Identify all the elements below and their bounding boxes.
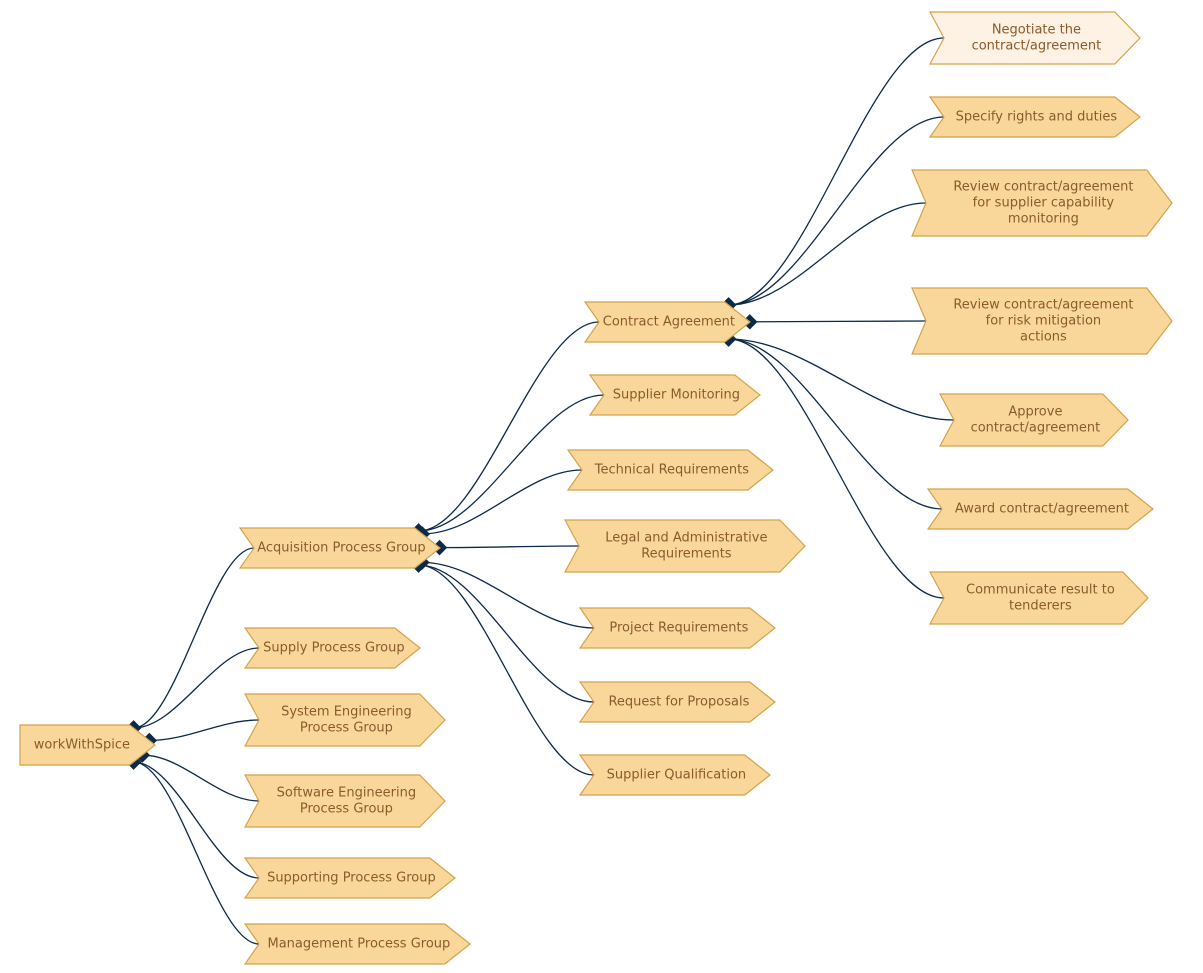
node-sup[interactable]: Supply Process Group (245, 628, 420, 668)
node-app[interactable]: Approvecontract/agreement (940, 394, 1128, 446)
node-sys[interactable]: System EngineeringProcess Group (245, 694, 445, 746)
node-mgmt[interactable]: Management Process Group (245, 924, 470, 964)
node-label: Supplier Monitoring (613, 388, 740, 403)
node-label: Award contract/agreement (955, 502, 1129, 517)
edge (729, 339, 942, 509)
node-sw[interactable]: Software EngineeringProcess Group (245, 775, 445, 827)
node-label: Technical Requirements (594, 463, 749, 478)
node-label: actions (1020, 330, 1067, 345)
node-root[interactable]: workWithSpice (20, 725, 155, 765)
node-spg[interactable]: Supporting Process Group (245, 858, 455, 898)
node-layer: workWithSpice Acquisition Process Group Su… (20, 12, 1172, 964)
node-label: workWithSpice (34, 738, 130, 753)
node-label: Specify rights and duties (956, 110, 1118, 125)
node-lar[interactable]: Legal and AdministrativeRequirements (565, 520, 805, 572)
node-label: Contract Agreement (603, 315, 735, 330)
node-label: System Engineering (281, 705, 412, 720)
node-rra[interactable]: Review contract/agreementfor risk mitiga… (912, 288, 1172, 354)
node-award[interactable]: Award contract/agreement (928, 489, 1153, 529)
node-label: for risk mitigation (986, 314, 1102, 329)
node-neg[interactable]: Negotiate thecontract/agreement (930, 12, 1140, 64)
node-label: Supply Process Group (263, 641, 404, 656)
node-comm[interactable]: Communicate result totenderers (930, 572, 1148, 624)
edge (419, 565, 594, 702)
edge (134, 762, 259, 944)
edge (134, 548, 254, 728)
node-srd[interactable]: Specify rights and duties (930, 97, 1140, 137)
node-label: Requirements (641, 547, 732, 562)
edge (134, 762, 259, 878)
edge (142, 755, 259, 801)
edge (419, 395, 604, 531)
edge (419, 322, 599, 531)
edge (750, 321, 926, 322)
node-pr[interactable]: Project Requirements (580, 608, 775, 648)
edge (149, 720, 259, 741)
node-rcm[interactable]: Review contract/agreementfor supplier ca… (912, 170, 1172, 236)
node-label: monitoring (1008, 212, 1079, 227)
node-label: Legal and Administrative (605, 531, 767, 546)
node-label: Request for Proposals (608, 695, 749, 710)
node-tr[interactable]: Technical Requirements (568, 450, 773, 490)
edge (422, 470, 582, 534)
node-acq[interactable]: Acquisition Process Group (240, 528, 440, 568)
node-label: Communicate result to (966, 583, 1115, 598)
edge (440, 546, 579, 548)
node-label: Management Process Group (268, 937, 451, 952)
node-label: contract/agreement (971, 421, 1101, 436)
node-sq[interactable]: Supplier Qualification (580, 755, 770, 795)
node-label: Project Requirements (609, 621, 748, 636)
node-label: Software Engineering (277, 786, 416, 801)
edge (729, 203, 926, 305)
node-label: for supplier capability (973, 196, 1115, 211)
edge (729, 38, 944, 305)
node-label: Supplier Qualification (607, 768, 747, 783)
node-sm[interactable]: Supplier Monitoring (590, 375, 760, 415)
node-label: Review contract/agreement (953, 298, 1133, 313)
node-label: contract/agreement (972, 39, 1102, 54)
node-label: Supporting Process Group (267, 871, 436, 886)
node-label: Process Group (300, 721, 393, 736)
edge (729, 117, 944, 305)
node-label: Negotiate the (992, 23, 1081, 38)
node-ca[interactable]: Contract Agreement (585, 302, 750, 342)
node-label: Process Group (300, 802, 393, 817)
node-label: tenderers (1009, 599, 1072, 614)
node-label: Acquisition Process Group (257, 541, 425, 556)
edge (419, 565, 594, 775)
node-label: Approve (1008, 405, 1062, 420)
node-label: Review contract/agreement (953, 180, 1133, 195)
node-rfp[interactable]: Request for Proposals (580, 682, 775, 722)
